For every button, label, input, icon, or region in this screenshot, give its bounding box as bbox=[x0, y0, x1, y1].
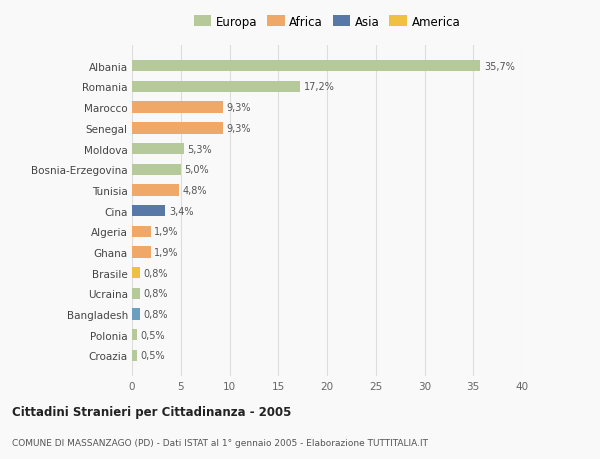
Bar bbox=[132, 164, 181, 175]
Bar bbox=[132, 350, 137, 361]
Bar bbox=[132, 102, 223, 113]
Text: 1,9%: 1,9% bbox=[154, 247, 179, 257]
Text: 0,5%: 0,5% bbox=[141, 330, 166, 340]
Bar bbox=[132, 185, 179, 196]
Bar bbox=[132, 309, 140, 320]
Bar bbox=[132, 288, 140, 299]
Text: 35,7%: 35,7% bbox=[484, 62, 515, 72]
Bar bbox=[132, 226, 151, 237]
Bar bbox=[132, 247, 151, 258]
Text: 0,8%: 0,8% bbox=[144, 268, 168, 278]
Text: 1,9%: 1,9% bbox=[154, 227, 179, 237]
Text: 9,3%: 9,3% bbox=[227, 123, 251, 134]
Text: 0,5%: 0,5% bbox=[141, 351, 166, 361]
Bar bbox=[132, 330, 137, 341]
Bar bbox=[132, 268, 140, 279]
Text: 5,3%: 5,3% bbox=[188, 144, 212, 154]
Bar bbox=[132, 144, 184, 155]
Text: 0,8%: 0,8% bbox=[144, 289, 168, 299]
Bar bbox=[132, 206, 165, 217]
Bar bbox=[132, 123, 223, 134]
Bar bbox=[132, 82, 300, 93]
Text: 4,8%: 4,8% bbox=[182, 185, 207, 196]
Text: 17,2%: 17,2% bbox=[304, 82, 334, 92]
Text: 9,3%: 9,3% bbox=[227, 103, 251, 113]
Text: Cittadini Stranieri per Cittadinanza - 2005: Cittadini Stranieri per Cittadinanza - 2… bbox=[12, 405, 292, 419]
Text: COMUNE DI MASSANZAGO (PD) - Dati ISTAT al 1° gennaio 2005 - Elaborazione TUTTITA: COMUNE DI MASSANZAGO (PD) - Dati ISTAT a… bbox=[12, 438, 428, 447]
Bar bbox=[132, 61, 480, 72]
Legend: Europa, Africa, Asia, America: Europa, Africa, Asia, America bbox=[189, 11, 465, 34]
Text: 5,0%: 5,0% bbox=[185, 165, 209, 175]
Text: 0,8%: 0,8% bbox=[144, 309, 168, 319]
Text: 3,4%: 3,4% bbox=[169, 206, 194, 216]
